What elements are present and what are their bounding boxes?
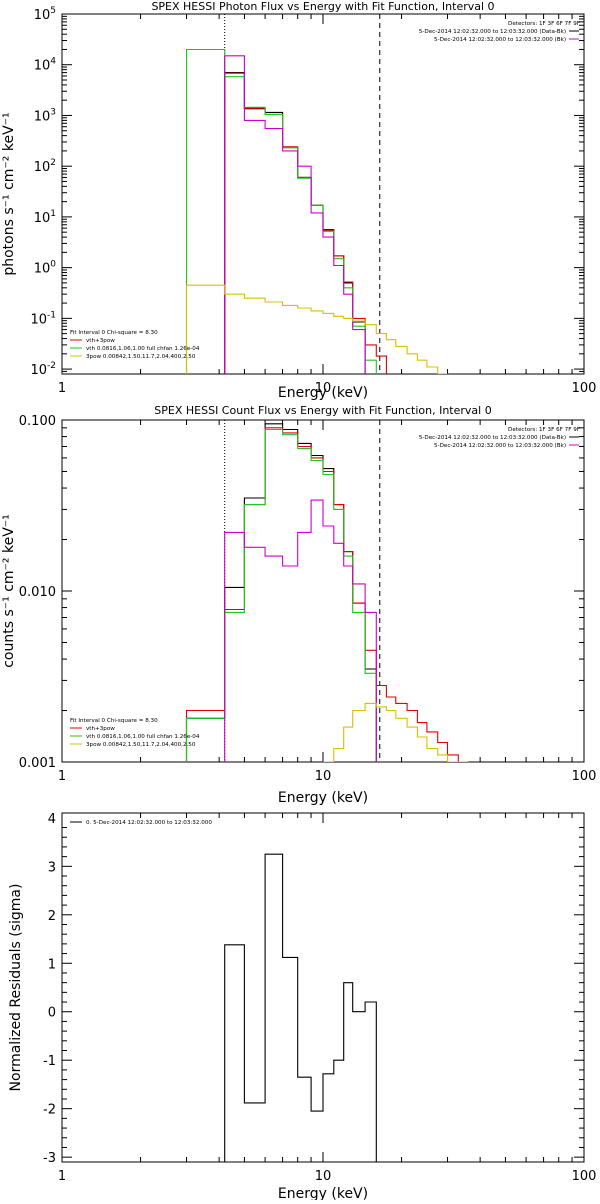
- y-tick-base: 10: [34, 211, 51, 226]
- y-tick-label: 104: [34, 57, 57, 74]
- legend-entry: Fit Interval 0 Chi-square = 8.30: [70, 330, 158, 336]
- y-tick-base: 10: [30, 363, 47, 378]
- legend-entry: 5-Dec-2014 12:02:32.000 to 12:03:32.000 …: [434, 443, 566, 449]
- y-tick-label: 105: [34, 6, 56, 23]
- legend-entry: vth 0.0816,1.06,1.00 full chfan 1.26e-04: [86, 346, 200, 352]
- legend-entry: 0. 5-Dec-2014 12:02:32.000 to 12:03:32.0…: [86, 820, 212, 826]
- legend-entry: 5-Dec-2014 12:02:32.000 to 12:03:32.000 …: [434, 37, 566, 43]
- y-tick-base: 10: [34, 160, 51, 175]
- y-tick-label: 100: [34, 260, 57, 277]
- legend-entry: vth+3pow: [86, 726, 115, 732]
- legend-entry: vth+3pow: [86, 338, 115, 344]
- y-tick-label: 0.100: [19, 414, 56, 429]
- series-green-histogram: [185, 428, 377, 762]
- y-tick-base: 10: [34, 8, 51, 23]
- series-green-histogram: [185, 48, 377, 374]
- y-tick-label: -3: [43, 1151, 56, 1166]
- y-tick-label: 2: [48, 909, 56, 924]
- y-tick-exponent: 1: [50, 209, 56, 219]
- x-tick-label: 1: [58, 1169, 66, 1184]
- series-yellow-histogram: [323, 702, 469, 762]
- y-tick-label: 0.001: [19, 756, 56, 771]
- y-tick-exponent: 0: [50, 260, 56, 270]
- y-tick-base: 10: [34, 59, 51, 74]
- x-tick-label: 100: [572, 769, 597, 784]
- y-tick-label: 4: [48, 812, 56, 827]
- chart-title: SPEX HESSI Count Flux vs Energy with Fit…: [154, 404, 491, 417]
- y-tick-exponent: -1: [47, 310, 56, 320]
- y-axis-label: counts s⁻¹ cm⁻² keV⁻¹: [1, 514, 17, 668]
- y-tick-label: 102: [34, 158, 56, 175]
- series-black-histogram: [185, 423, 377, 762]
- y-tick-exponent: 3: [50, 107, 56, 117]
- series-black-histogram: [224, 853, 377, 1162]
- series-black-histogram: [224, 72, 366, 374]
- y-tick-exponent: 5: [50, 6, 56, 16]
- x-axis-label: Energy (keV): [278, 1186, 368, 1200]
- x-tick-label: 1: [58, 381, 66, 396]
- y-tick-label: -1: [43, 1054, 56, 1069]
- plot-area: [224, 853, 377, 1162]
- y-tick-label: 10-1: [30, 310, 56, 327]
- y-tick-label: 103: [34, 107, 56, 124]
- y-tick-base: 10: [34, 109, 51, 124]
- x-tick-label: 10: [315, 769, 332, 784]
- y-axis-label: photons s⁻¹ cm⁻² keV⁻¹: [1, 112, 17, 275]
- x-tick-label: 100: [572, 1169, 597, 1184]
- series-red-histogram: [224, 72, 387, 374]
- y-axis-label: Normalized Residuals (sigma): [8, 884, 24, 1092]
- x-axis-label: Energy (keV): [278, 790, 368, 806]
- y-tick-exponent: 2: [50, 158, 56, 168]
- x-tick-label: 1: [58, 769, 66, 784]
- y-tick-base: 10: [30, 312, 47, 327]
- plot-frame: [61, 13, 585, 375]
- chart-panel-3: 1 10 100 -3 -2 -1 0 1 2 3 4 Energy (keV) Normalized …: [8, 812, 597, 1202]
- y-tick-exponent: -2: [47, 361, 56, 371]
- x-axis-label: Energy (keV): [278, 385, 368, 401]
- x-tick-label: 10: [315, 381, 332, 396]
- y-tick-base: 10: [34, 262, 51, 277]
- series-magenta-histogram: [224, 55, 366, 374]
- y-tick-label: 3: [48, 860, 56, 875]
- legend-entry: Fit Interval 0 Chi-square = 8.30: [70, 718, 158, 724]
- legend-entry: 3pow 0.00842,1.50,11.7,2.04,400,2.50: [86, 354, 196, 360]
- legend-entry: 3pow 0.00842,1.50,11.7,2.04,400,2.50: [86, 742, 196, 748]
- legend-entry: 5-Dec-2014 12:02:32.000 to 12:03:32.000 …: [419, 29, 566, 35]
- legend-entry: vth 0.0816,1.06,1.00 full chfan 1.26e-04: [86, 734, 200, 740]
- legend-entry: 5-Dec-2014 12:02:32.000 to 12:03:32.000 …: [419, 435, 566, 441]
- y-tick-label: 0.010: [19, 585, 56, 600]
- y-tick-label: 10-2: [30, 361, 56, 378]
- y-tick-label: 1: [48, 957, 56, 972]
- y-tick-label: 0: [48, 1006, 56, 1021]
- y-tick-label: -2: [43, 1103, 56, 1118]
- series-red-histogram: [185, 427, 469, 762]
- legend-entry: Detectors: 1F 3F 6F 7F 9F: [508, 427, 580, 433]
- y-tick-exponent: 4: [50, 57, 56, 67]
- chart-panel-2: 1 10 100 0.001 0.010 0.100 SPEX HESSI Count Fl…: [1, 404, 596, 806]
- x-tick-label: 10: [315, 1169, 332, 1184]
- plot-area: [185, 14, 448, 374]
- plot-area: [185, 420, 469, 762]
- series-yellow-histogram: [185, 284, 448, 374]
- series-magenta-histogram: [224, 499, 377, 762]
- chart-title: SPEX HESSI Photon Flux vs Energy with Fi…: [151, 0, 494, 13]
- y-tick-label: 101: [34, 209, 56, 226]
- legend-entry: Detectors: 1F 3F 6F 7F 9F: [508, 21, 580, 27]
- x-tick-label: 100: [572, 381, 597, 396]
